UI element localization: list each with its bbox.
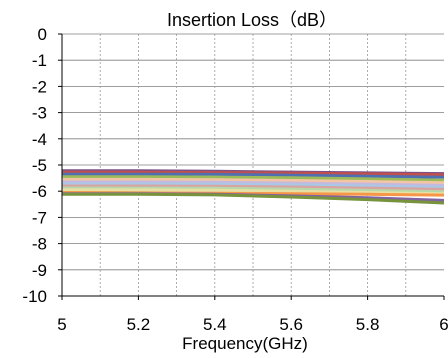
x-tick-label: 5.6 — [279, 315, 303, 334]
x-tick-label: 5.4 — [203, 315, 227, 334]
x-tick-label: 5 — [57, 315, 66, 334]
series-line-4 — [62, 175, 445, 182]
series-line-2 — [62, 170, 445, 177]
y-tick-label: 0 — [38, 25, 47, 44]
y-tick-label: -3 — [32, 104, 47, 123]
y-tick-label: -2 — [32, 77, 47, 96]
series-line-13 — [62, 192, 445, 205]
series-line-9 — [62, 186, 445, 194]
y-tick-label: -8 — [32, 235, 47, 254]
series-line-7 — [62, 182, 445, 189]
series-line-3 — [62, 172, 445, 179]
y-tick-label: -6 — [32, 182, 47, 201]
series-line-6 — [62, 180, 445, 187]
series-line-5 — [62, 177, 445, 185]
grid — [62, 33, 444, 297]
y-tick-label: -5 — [32, 156, 47, 175]
y-tick-label: -4 — [32, 130, 47, 149]
y-tick-label: -10 — [22, 287, 47, 306]
y-tick-label: -1 — [32, 51, 47, 70]
series-group — [61, 169, 445, 205]
x-tick-label: 6 — [439, 315, 448, 334]
y-tick-label: -7 — [32, 208, 47, 227]
series-line-10 — [62, 188, 445, 196]
series-line-8 — [62, 184, 445, 191]
axes — [58, 33, 445, 300]
chart-title: Insertion Loss（dB） — [167, 10, 337, 30]
y-tick-label: -9 — [32, 261, 47, 280]
y-tick-labels: 0 -1 -2 -3 -4 -5 -6 -7 -8 -9 -10 — [22, 25, 47, 306]
x-axis-title: Frequency(GHz) — [182, 334, 308, 353]
x-tick-label: 5.2 — [127, 315, 151, 334]
x-tick-labels: 5 5.2 5.4 5.6 5.8 6 — [57, 315, 448, 334]
x-tick-label: 5.8 — [356, 315, 380, 334]
